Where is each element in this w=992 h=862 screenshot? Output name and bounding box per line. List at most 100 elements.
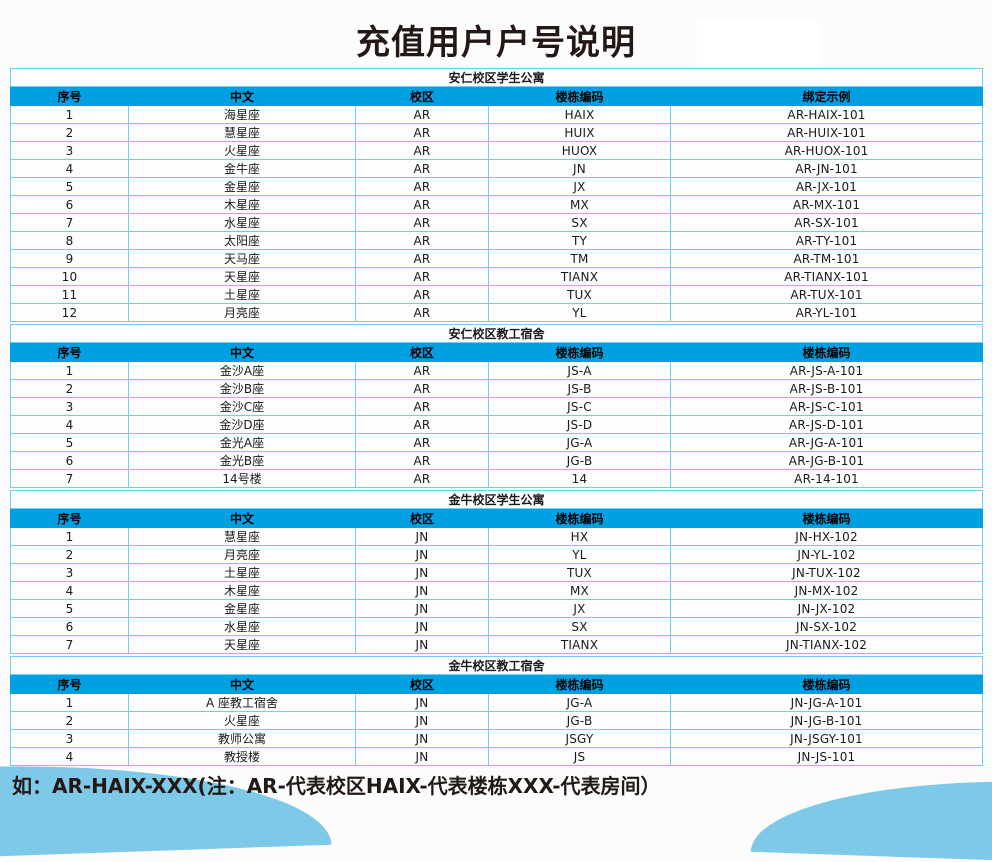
table-cell: JN-HX-102 <box>669 527 984 546</box>
table-cell: AR <box>355 249 489 268</box>
table-cell: AR <box>355 141 489 160</box>
table-cell: HUIX <box>488 123 671 142</box>
table-cell: JN-TIANX-102 <box>669 635 984 654</box>
table-cell: TY <box>488 231 671 250</box>
table-cell: 11 <box>10 285 129 304</box>
column-header: 楼栋编码 <box>488 342 671 362</box>
table-cell: 4 <box>10 747 129 766</box>
table-cell: JN <box>355 581 489 600</box>
table-cell: 5 <box>10 433 129 452</box>
table-cell: JN <box>355 693 489 712</box>
table-cell: 土星座 <box>128 563 356 582</box>
table-cell: 7 <box>10 635 129 654</box>
table-cell: 1 <box>10 105 129 124</box>
table-cell: 8 <box>10 231 129 250</box>
table-cell: YL <box>488 303 671 322</box>
column-header: 序号 <box>10 674 129 694</box>
table-cell: AR <box>355 469 489 488</box>
table-cell: HX <box>488 527 671 546</box>
column-header: 中文 <box>128 342 356 362</box>
table-cell: TUX <box>488 285 671 304</box>
table-row: 12 月亮座 AR YL AR-YL-101 <box>10 303 984 322</box>
table-cell: JS-A <box>488 361 671 380</box>
table-cell: 木星座 <box>128 195 356 214</box>
table-cell: HAIX <box>488 105 671 124</box>
table-cell: AR <box>355 303 489 322</box>
section-title-row: 金牛校区学生公寓 <box>9 490 984 509</box>
table-cell: JG-B <box>488 711 671 730</box>
table-cell: YL <box>488 545 671 564</box>
table-cell: 慧星座 <box>128 527 356 546</box>
table-section-0: 安仁校区学生公寓 序号 中文 校区 楼栋编码 绑定示例 1 海星座 AR HAIX AR-HAIX-… <box>9 68 984 322</box>
table-cell: 9 <box>10 249 129 268</box>
table-cell: 1 <box>10 527 129 546</box>
table-row: 1 金沙A座 AR JS-A AR-JS-A-101 <box>10 361 984 380</box>
table-cell: 2 <box>10 123 129 142</box>
title-white-mask <box>697 20 819 68</box>
section-title-row: 安仁校区学生公寓 <box>9 68 984 87</box>
table-cell: 2 <box>10 545 129 564</box>
table-row: 4 金沙D座 AR JS-D AR-JS-D-101 <box>10 415 984 434</box>
table-cell: AR <box>355 451 489 470</box>
table-cell: JN-JG-A-101 <box>669 693 984 712</box>
building-code-tables: 安仁校区学生公寓 序号 中文 校区 楼栋编码 绑定示例 1 海星座 AR HAIX AR-HAIX-… <box>9 68 984 766</box>
table-cell: JN-JS-101 <box>669 747 984 766</box>
table-cell: AR-HUIX-101 <box>669 123 984 142</box>
table-header-row: 序号 中文 校区 楼栋编码 楼栋编码 <box>10 342 984 362</box>
table-cell: 水星座 <box>128 213 356 232</box>
table-cell: AR-JS-D-101 <box>669 415 984 434</box>
column-header: 校区 <box>355 674 489 694</box>
table-row: 2 金沙B座 AR JS-B AR-JS-B-101 <box>10 379 984 398</box>
table-cell: JN <box>355 563 489 582</box>
table-cell: 1 <box>10 693 129 712</box>
table-cell: JN <box>355 635 489 654</box>
table-cell: 火星座 <box>128 141 356 160</box>
table-cell: 教师公寓 <box>128 729 356 748</box>
table-row: 1 海星座 AR HAIX AR-HAIX-101 <box>10 105 984 124</box>
table-row: 11 土星座 AR TUX AR-TUX-101 <box>10 285 984 304</box>
column-header: 校区 <box>355 508 489 528</box>
table-cell: 慧星座 <box>128 123 356 142</box>
table-cell: AR <box>355 159 489 178</box>
table-header-row: 序号 中文 校区 楼栋编码 绑定示例 <box>10 86 984 106</box>
table-cell: 7 <box>10 213 129 232</box>
table-cell: 6 <box>10 617 129 636</box>
table-cell: JS-D <box>488 415 671 434</box>
title-bar: 充值用户户号说明 <box>0 0 992 70</box>
table-cell: AR-YL-101 <box>669 303 984 322</box>
column-header: 楼栋编码 <box>488 674 671 694</box>
table-row: 6 木星座 AR MX AR-MX-101 <box>10 195 984 214</box>
table-cell: 金星座 <box>128 599 356 618</box>
table-cell: 14号楼 <box>128 469 356 488</box>
table-cell: 3 <box>10 729 129 748</box>
table-row: 1 慧星座 JN HX JN-HX-102 <box>10 527 984 546</box>
table-cell: AR <box>355 213 489 232</box>
column-header: 序号 <box>10 508 129 528</box>
column-header: 楼栋编码 <box>669 674 984 694</box>
table-cell: 5 <box>10 177 129 196</box>
table-cell: AR-JS-B-101 <box>669 379 984 398</box>
footer-note: 如：AR-HAIX-XXX(注：AR-代表校区HAIX-代表楼栋XXX-代表房间… <box>12 774 661 798</box>
table-cell: AR <box>355 195 489 214</box>
table-cell: 4 <box>10 159 129 178</box>
table-cell: AR-HAIX-101 <box>669 105 984 124</box>
table-cell: JN <box>355 527 489 546</box>
table-cell: 木星座 <box>128 581 356 600</box>
table-cell: JN-JX-102 <box>669 599 984 618</box>
table-cell: 太阳座 <box>128 231 356 250</box>
table-cell: 月亮座 <box>128 303 356 322</box>
table-cell: 5 <box>10 599 129 618</box>
table-row: 2 火星座 JN JG-B JN-JG-B-101 <box>10 711 984 730</box>
table-cell: 7 <box>10 469 129 488</box>
column-header: 楼栋编码 <box>669 508 984 528</box>
table-row: 4 金牛座 AR JN AR-JN-101 <box>10 159 984 178</box>
table-cell: JN-YL-102 <box>669 545 984 564</box>
table-cell: 土星座 <box>128 285 356 304</box>
table-cell: AR-TY-101 <box>669 231 984 250</box>
table-cell: AR-JS-C-101 <box>669 397 984 416</box>
table-cell: AR-MX-101 <box>669 195 984 214</box>
table-cell: TM <box>488 249 671 268</box>
table-cell: AR-14-101 <box>669 469 984 488</box>
table-cell: JN <box>355 747 489 766</box>
